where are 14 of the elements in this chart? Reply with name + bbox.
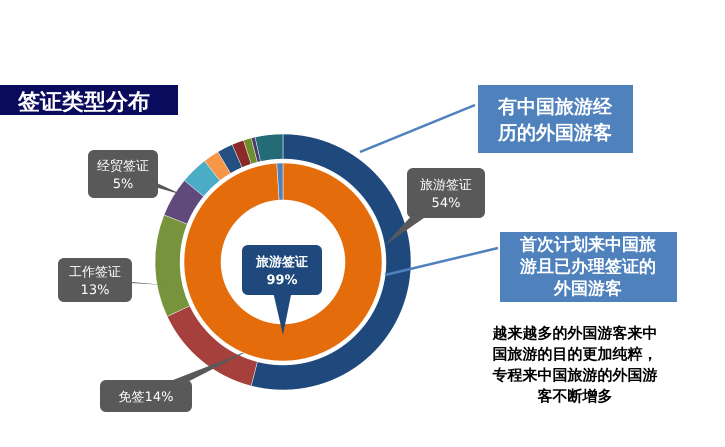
slice-label: 工作签证 <box>69 265 121 280</box>
data-label: 99% <box>266 273 298 288</box>
slice-label: 旅游签证 <box>420 178 472 193</box>
slice-label: 旅游签证 <box>255 254 308 270</box>
text: 有中国旅游经历的外国游客 <box>497 96 613 144</box>
slice-label: 免签14% <box>118 390 174 405</box>
chart-title: 签证类型分布 <box>17 90 150 115</box>
data-label: 5% <box>112 177 134 192</box>
text: 越来越多的外国游客来中国旅游的目的更加纯粹，专程来中国旅游的外国游客不断增多 <box>492 324 658 405</box>
data-label: 54% <box>432 196 460 211</box>
slice-label: 经贸签证 <box>97 159 149 174</box>
data-label: 13% <box>80 283 110 298</box>
donut-slice <box>184 162 382 362</box>
text: 首次计划来中国旅游且已办理签证的外国游客 <box>519 235 657 299</box>
